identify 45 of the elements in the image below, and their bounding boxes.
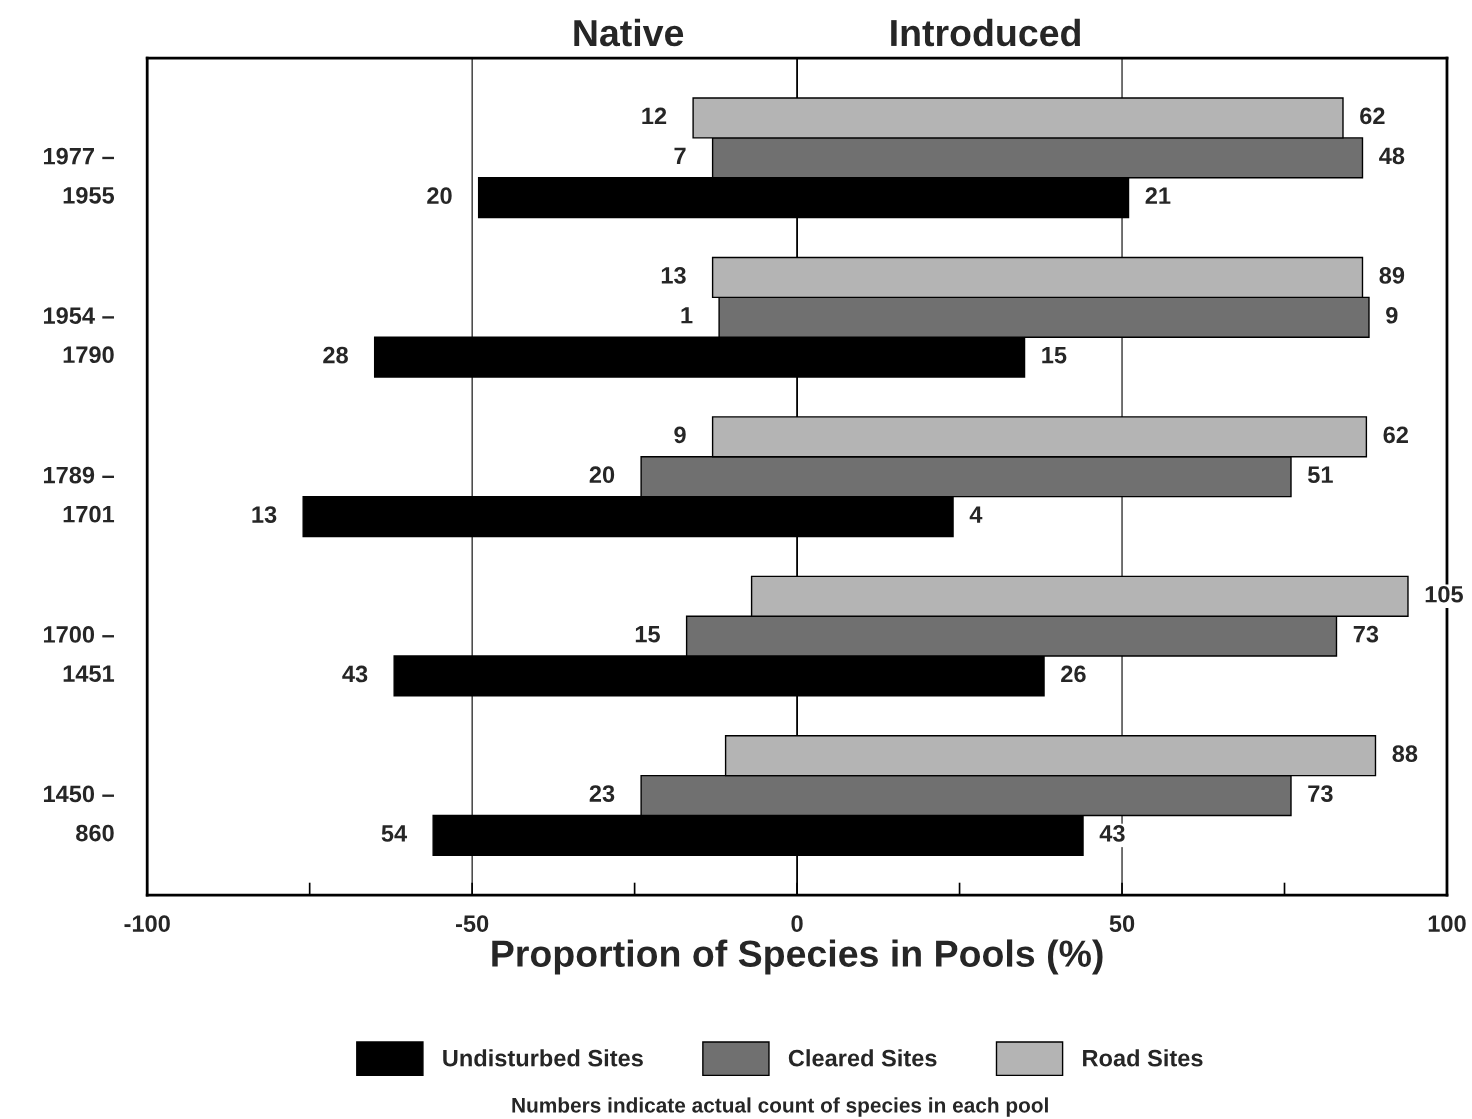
x-tick-label: 100 [1428,915,1466,932]
x-tick-label: -50 [456,915,489,932]
annotation: 48 [1379,147,1405,165]
text: Native [574,18,684,47]
annotation: 73 [1308,785,1333,802]
annotation: 12 [642,107,667,125]
annotation: 26 [1061,665,1086,683]
legend-label: Undisturbed Sites [443,1049,643,1067]
annotation: 62 [1383,426,1408,444]
y-tick-label: 1789 – 1701 [43,466,115,523]
annotation: 9 [674,426,686,444]
x-tick-label: -100 [124,915,170,932]
annotation: 15 [1042,346,1067,364]
y-tick-label: 1977 – 1955 [43,147,115,204]
annotation: 88 [1392,745,1418,763]
y-tick-label: 1450 – 860 [43,785,114,842]
annotation: 89 [1379,267,1405,284]
annotation: 51 [1307,466,1333,484]
annotation: 9 [1386,306,1398,324]
x-tick-label: 50 [1109,915,1135,932]
annotation: 7 [674,147,686,164]
annotation: 54 [381,825,408,842]
annotation: 21 [1145,187,1171,204]
legend-label: Cleared Sites [788,1049,937,1067]
annotation: 43 [1099,825,1125,842]
text: Introduced [891,18,1080,47]
annotation: 105 [1425,585,1463,603]
annotation: 20 [589,466,615,484]
y-tick-label: 1700 – 1451 [43,626,115,682]
y-tick-label: 1954 – 1790 [43,307,114,364]
x-tick-label: 0 [791,915,803,932]
text: Numbers indicate actual count of species in each pool [512,1097,1048,1117]
annotation: 73 [1353,625,1379,643]
legend-label: Road Sites [1083,1049,1203,1067]
annotation: 28 [323,346,348,364]
annotation: 15 [635,625,660,643]
annotation: 20 [427,187,452,205]
annotation: 62 [1360,107,1385,125]
annotation: 23 [589,785,615,802]
annotation: 43 [342,665,368,683]
annotation: 13 [252,506,277,523]
annotation: 13 [661,267,686,284]
annotation: 4 [969,506,983,523]
x-axis-title: Proportion of Species in Pools (%) [492,939,1103,975]
annotation: 1 [681,307,693,324]
